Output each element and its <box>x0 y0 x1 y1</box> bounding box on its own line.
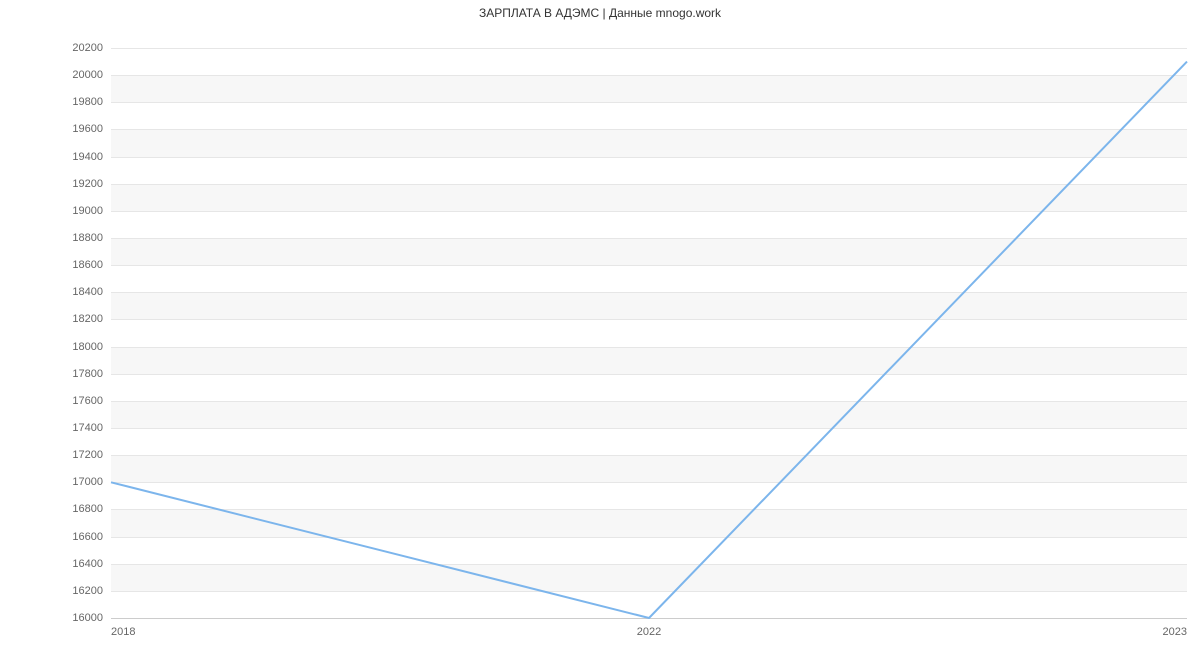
plot-area: 1600016200164001660016800170001720017400… <box>111 48 1187 618</box>
x-tick-label: 2022 <box>637 618 661 638</box>
y-tick-label: 20200 <box>72 42 111 54</box>
y-tick-label: 19600 <box>72 123 111 135</box>
y-tick-label: 18800 <box>72 232 111 244</box>
y-tick-label: 17200 <box>72 449 111 461</box>
x-tick-label: 2018 <box>111 618 135 638</box>
y-tick-label: 17000 <box>72 476 111 488</box>
series-line-salary <box>111 62 1187 618</box>
y-tick-label: 16400 <box>72 558 111 570</box>
y-tick-label: 18400 <box>72 286 111 298</box>
y-tick-label: 16000 <box>72 612 111 624</box>
y-tick-label: 19200 <box>72 178 111 190</box>
y-tick-label: 16800 <box>72 503 111 515</box>
x-tick-label: 2023 <box>1163 618 1187 638</box>
y-tick-label: 16200 <box>72 585 111 597</box>
y-tick-label: 16600 <box>72 531 111 543</box>
y-tick-label: 17800 <box>72 368 111 380</box>
series-layer <box>111 48 1187 618</box>
y-tick-label: 18200 <box>72 313 111 325</box>
y-tick-label: 19800 <box>72 96 111 108</box>
y-tick-label: 17600 <box>72 395 111 407</box>
y-tick-label: 19000 <box>72 205 111 217</box>
y-tick-label: 19400 <box>72 151 111 163</box>
y-tick-label: 20000 <box>72 69 111 81</box>
y-tick-label: 18000 <box>72 341 111 353</box>
y-tick-label: 18600 <box>72 259 111 271</box>
y-tick-label: 17400 <box>72 422 111 434</box>
chart-title: ЗАРПЛАТА В АДЭМС | Данные mnogo.work <box>0 6 1200 20</box>
salary-chart: ЗАРПЛАТА В АДЭМС | Данные mnogo.work 160… <box>0 0 1200 650</box>
